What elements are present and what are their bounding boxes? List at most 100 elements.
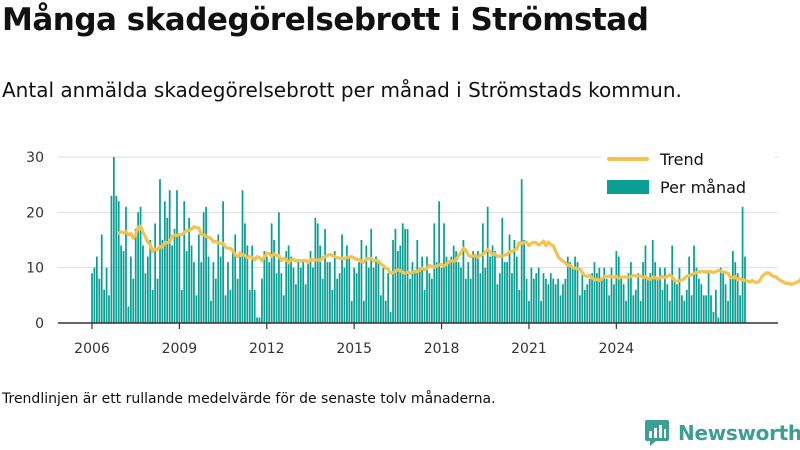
bar <box>727 300 729 323</box>
bar <box>734 262 737 323</box>
bar <box>418 267 421 323</box>
bar <box>649 273 652 323</box>
bar <box>457 262 460 323</box>
bar <box>154 223 156 323</box>
bar <box>285 251 288 323</box>
newsworthy-logo-icon <box>645 420 669 446</box>
bar <box>464 278 467 323</box>
x-tick-label: 2009 <box>162 341 198 357</box>
bar <box>583 289 586 323</box>
bar <box>564 278 567 323</box>
bar <box>642 262 644 323</box>
bar <box>185 251 188 323</box>
bar <box>423 289 426 323</box>
bar <box>202 212 205 323</box>
bar <box>234 234 237 323</box>
bar <box>501 217 504 323</box>
bar <box>518 289 521 323</box>
bar <box>178 234 181 323</box>
bar <box>256 317 258 323</box>
bar <box>700 284 703 323</box>
bar <box>467 262 470 323</box>
bar <box>100 234 103 323</box>
bar <box>566 256 569 323</box>
bar <box>304 284 307 323</box>
bar <box>605 278 608 323</box>
bar <box>341 234 343 323</box>
bar <box>193 262 195 323</box>
bar <box>200 262 203 323</box>
bar <box>159 179 161 323</box>
bar <box>324 228 326 323</box>
bar <box>421 256 424 323</box>
bar <box>295 284 297 323</box>
bar <box>707 273 710 323</box>
bar <box>363 300 365 323</box>
y-axis-labels: 0 10 20 30 <box>26 150 44 332</box>
bar <box>664 267 666 323</box>
bar <box>489 256 491 323</box>
bar <box>535 273 538 323</box>
bar <box>93 267 96 323</box>
bar <box>161 240 164 323</box>
bar <box>559 295 562 323</box>
bar <box>258 317 261 323</box>
bar <box>506 262 508 323</box>
bar <box>481 223 484 323</box>
bar <box>547 284 550 323</box>
bar <box>353 267 356 323</box>
bar <box>484 267 487 323</box>
bar <box>685 289 688 323</box>
bar <box>394 228 397 323</box>
bar <box>163 201 166 323</box>
bar <box>278 212 280 323</box>
bar <box>399 245 402 323</box>
bar <box>282 295 285 323</box>
bar <box>630 262 632 323</box>
bar <box>411 262 414 323</box>
bar <box>350 300 353 323</box>
bar <box>719 267 722 323</box>
bar <box>644 245 647 323</box>
legend-bar-swatch <box>607 180 649 194</box>
bar <box>681 295 683 323</box>
bar <box>173 228 176 323</box>
bar <box>515 256 518 323</box>
bar <box>491 245 494 323</box>
bar <box>261 278 263 323</box>
bar <box>569 262 572 323</box>
bar <box>729 278 732 323</box>
bar <box>227 262 229 323</box>
x-tick-label: 2018 <box>424 341 460 357</box>
bar <box>91 273 93 323</box>
bar <box>620 278 623 323</box>
bar <box>137 212 139 323</box>
bar <box>554 284 557 323</box>
bar <box>508 234 511 323</box>
bar <box>384 300 387 323</box>
bar <box>537 267 540 323</box>
bar <box>331 289 334 323</box>
bar <box>724 284 727 323</box>
bar <box>739 295 742 323</box>
newsworthy-logo: Newsworthy <box>644 419 800 447</box>
bar <box>125 206 127 323</box>
bar <box>671 245 674 323</box>
bar <box>562 284 564 323</box>
bar <box>693 245 695 323</box>
bar <box>297 262 300 323</box>
bar <box>95 256 98 323</box>
bar <box>273 240 275 323</box>
bar <box>668 300 671 323</box>
bar <box>105 267 108 323</box>
bar <box>717 317 720 323</box>
bar <box>367 267 370 323</box>
bar <box>333 251 336 323</box>
bar <box>661 289 664 323</box>
bar <box>338 273 341 323</box>
bar <box>149 240 152 323</box>
bar <box>268 262 271 323</box>
bar <box>112 157 115 323</box>
bar <box>171 245 173 323</box>
bar <box>450 256 453 323</box>
